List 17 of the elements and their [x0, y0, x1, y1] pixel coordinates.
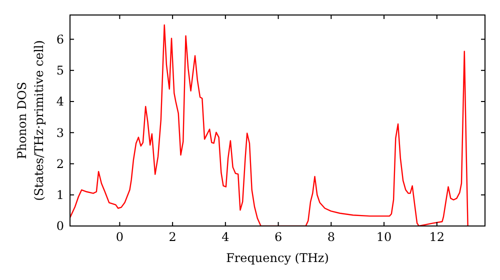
x-tick-label: 6	[274, 230, 282, 244]
x-tick-label: 2	[168, 230, 176, 244]
x-tick-label: 12	[429, 230, 445, 244]
x-tick-label: 8	[327, 230, 335, 244]
x-tick-label: 10	[376, 230, 392, 244]
x-axis-title: Frequency (THz)	[226, 251, 329, 265]
y-tick-label: 2	[56, 156, 64, 171]
x-tick-label: 4	[222, 230, 230, 244]
y-tick-label: 6	[56, 32, 64, 46]
line-series	[70, 24, 468, 226]
y-axis-title: Phonon DOS (States/THz·primitive cell)	[15, 40, 46, 201]
y-tick-label: 5	[56, 64, 64, 78]
y-tick-label: 1	[56, 188, 64, 202]
y-tick-label: 3	[56, 126, 64, 140]
y-tick-label: 0	[56, 219, 64, 234]
x-tick-label: 0	[116, 230, 124, 244]
y-tick-label: 4	[56, 94, 64, 109]
